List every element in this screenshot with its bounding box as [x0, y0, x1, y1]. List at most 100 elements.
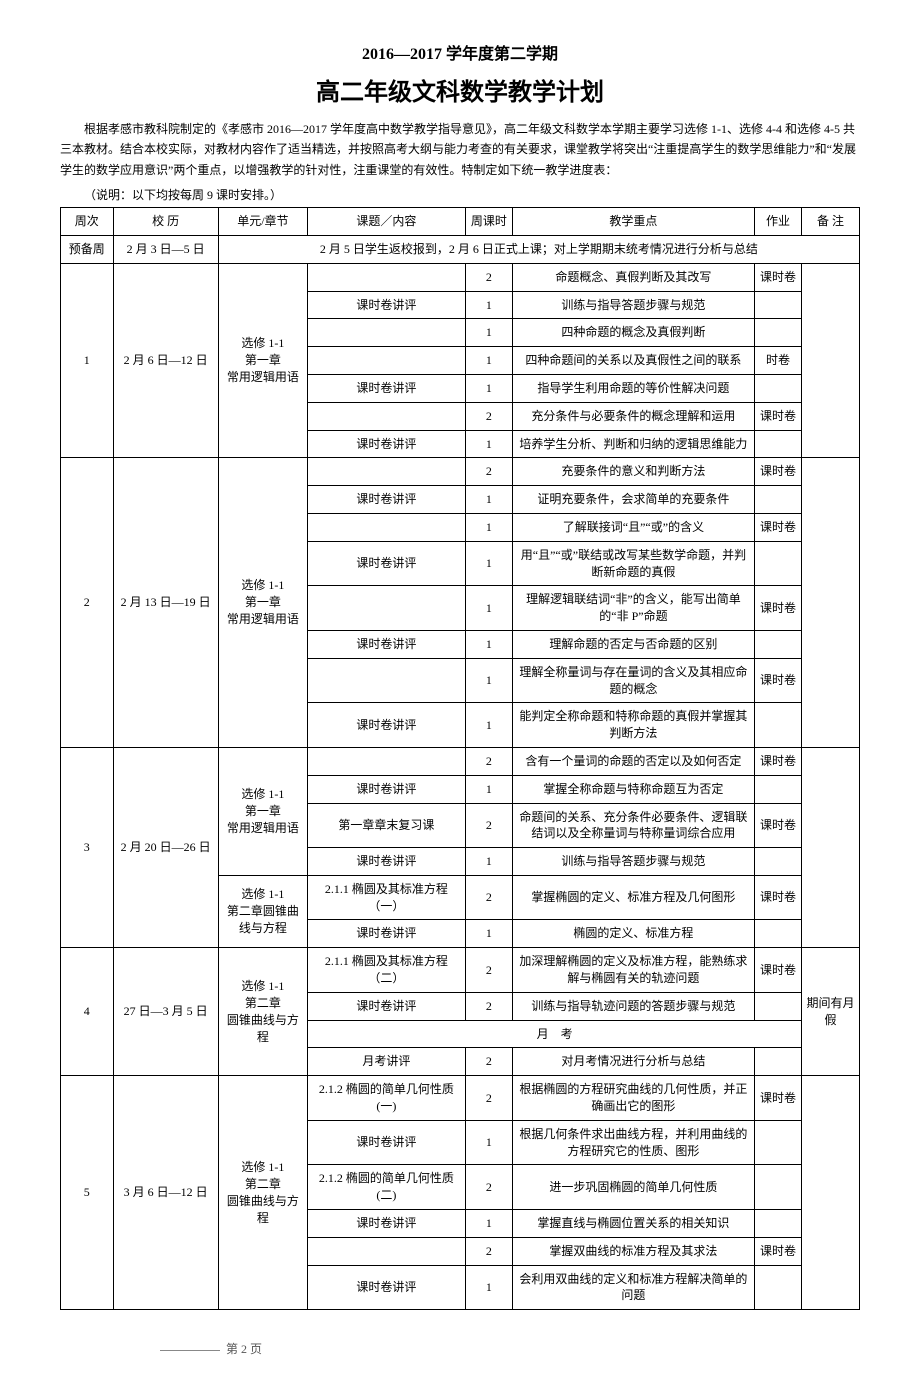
focus-cell: 加深理解椭圆的定义及标准方程，能熟练求解与椭圆有关的轨迹问题: [513, 948, 755, 993]
topic-cell: [308, 747, 466, 775]
hours-cell: 1: [465, 319, 512, 347]
hours-cell: 1: [465, 291, 512, 319]
hw-cell: [754, 1265, 801, 1310]
table-row: 32 月 20 日—26 日选修 1-1第一章常用逻辑用语2含有一个量词的命题的…: [61, 747, 860, 775]
topic-cell: 课时卷讲评: [308, 992, 466, 1020]
prep-row: 预备周2 月 3 日—5 日2 月 5 日学生返校报到，2 月 6 日正式上课；…: [61, 235, 860, 263]
unit-cell: 选修 1-1第二章圆锥曲线与方程: [218, 948, 307, 1076]
topic-cell: 第一章章末复习课: [308, 803, 466, 848]
week-num: 5: [61, 1076, 114, 1310]
hours-cell: 1: [465, 658, 512, 703]
focus-cell: 四种命题间的关系以及真假性之间的联系: [513, 347, 755, 375]
week-num: 2: [61, 458, 114, 748]
focus-cell: 训练与指导答题步骤与规范: [513, 291, 755, 319]
unit-cell: 选修 1-1第二章圆锥曲线与方程: [218, 875, 307, 947]
hw-cell: [754, 848, 801, 876]
week-cal: 2 月 13 日—19 日: [113, 458, 218, 748]
hw-cell: 时卷: [754, 347, 801, 375]
focus-cell: 椭圆的定义、标准方程: [513, 920, 755, 948]
focus-cell: 了解联接词“且”“或”的含义: [513, 513, 755, 541]
topic-cell: 2.1.1 椭圆及其标准方程（二）: [308, 948, 466, 993]
topic-cell: [308, 347, 466, 375]
col-cal: 校 历: [113, 208, 218, 236]
hours-cell: 2: [465, 1048, 512, 1076]
page-title: 高二年级文科数学教学计划: [60, 72, 860, 107]
topic-cell: 课时卷讲评: [308, 374, 466, 402]
hours-cell: 1: [465, 586, 512, 631]
hours-cell: 1: [465, 430, 512, 458]
schedule-note: （说明：以下均按每周 9 课时安排。）: [60, 186, 860, 203]
topic-cell: 2.1.2 椭圆的简单几何性质(二): [308, 1165, 466, 1210]
note-cell: [802, 458, 860, 748]
hw-cell: [754, 775, 801, 803]
focus-cell: 训练与指导答题步骤与规范: [513, 848, 755, 876]
table-row: 12 月 6 日—12 日选修 1-1第一章常用逻辑用语2命题概念、真假判断及其…: [61, 263, 860, 291]
col-hw: 作业: [754, 208, 801, 236]
col-note: 备 注: [802, 208, 860, 236]
topic-cell: [308, 1237, 466, 1265]
focus-cell: 充分条件与必要条件的概念理解和运用: [513, 402, 755, 430]
topic-cell: [308, 513, 466, 541]
focus-cell: 掌握全称命题与特称命题互为否定: [513, 775, 755, 803]
topic-cell: 课时卷讲评: [308, 1265, 466, 1310]
hw-cell: [754, 992, 801, 1020]
hours-cell: 2: [465, 803, 512, 848]
prep-cal: 2 月 3 日—5 日: [113, 235, 218, 263]
hours-cell: 2: [465, 948, 512, 993]
hours-cell: 1: [465, 775, 512, 803]
focus-cell: 会利用双曲线的定义和标准方程解决简单的问题: [513, 1265, 755, 1310]
note-cell: [802, 1076, 860, 1310]
topic-cell: 月考讲评: [308, 1048, 466, 1076]
hours-cell: 1: [465, 703, 512, 748]
focus-cell: 四种命题的概念及真假判断: [513, 319, 755, 347]
hours-cell: 1: [465, 1265, 512, 1310]
hw-cell: [754, 1165, 801, 1210]
table-row: 53 月 6 日—12 日选修 1-1第二章圆锥曲线与方程2.1.2 椭圆的简单…: [61, 1076, 860, 1121]
focus-cell: 含有一个量词的命题的否定以及如何否定: [513, 747, 755, 775]
hours-cell: 1: [465, 513, 512, 541]
hours-cell: 1: [465, 541, 512, 586]
hw-cell: [754, 374, 801, 402]
hours-cell: 1: [465, 920, 512, 948]
note-cell: [802, 263, 860, 458]
table-row: 427 日—3 月 5 日选修 1-1第二章圆锥曲线与方程2.1.1 椭圆及其标…: [61, 948, 860, 993]
hw-cell: [754, 1210, 801, 1238]
col-topic: 课题／内容: [308, 208, 466, 236]
unit-cell: 选修 1-1第二章圆锥曲线与方程: [218, 1076, 307, 1310]
hours-cell: 1: [465, 848, 512, 876]
hours-cell: 1: [465, 486, 512, 514]
hw-cell: [754, 630, 801, 658]
page-footer: 第 2 页: [60, 1340, 860, 1357]
topic-cell: [308, 402, 466, 430]
hours-cell: 2: [465, 1076, 512, 1121]
focus-cell: 理解全称量词与存在量词的含义及其相应命题的概念: [513, 658, 755, 703]
focus-cell: 用“且”“或”联结或改写某些数学命题，并判断新命题的真假: [513, 541, 755, 586]
hw-cell: 课时卷: [754, 513, 801, 541]
hw-cell: 课时卷: [754, 747, 801, 775]
topic-cell: 课时卷讲评: [308, 703, 466, 748]
hours-cell: 2: [465, 402, 512, 430]
focus-cell: 掌握椭圆的定义、标准方程及几何图形: [513, 875, 755, 920]
topic-cell: 课时卷讲评: [308, 541, 466, 586]
hw-cell: 课时卷: [754, 948, 801, 993]
week-num: 1: [61, 263, 114, 458]
focus-cell: 能判定全称命题和特称命题的真假并掌握其判断方法: [513, 703, 755, 748]
week-cal: 2 月 6 日—12 日: [113, 263, 218, 458]
focus-cell: 培养学生分析、判断和归纳的逻辑思维能力: [513, 430, 755, 458]
hw-cell: 课时卷: [754, 458, 801, 486]
topic-cell: [308, 458, 466, 486]
col-unit: 单元/章节: [218, 208, 307, 236]
focus-cell: 进一步巩固椭圆的简单几何性质: [513, 1165, 755, 1210]
week-num: 3: [61, 747, 114, 947]
week-num: 4: [61, 948, 114, 1076]
unit-cell: 选修 1-1第一章常用逻辑用语: [218, 747, 307, 875]
hours-cell: 2: [465, 1237, 512, 1265]
topic-cell: 课时卷讲评: [308, 486, 466, 514]
page-subtitle: 2016—2017 学年度第二学期: [60, 40, 860, 64]
topic-cell: [308, 263, 466, 291]
hw-cell: [754, 1120, 801, 1165]
hours-cell: 1: [465, 1210, 512, 1238]
topic-cell: [308, 319, 466, 347]
topic-cell: 课时卷讲评: [308, 291, 466, 319]
hours-cell: 1: [465, 374, 512, 402]
